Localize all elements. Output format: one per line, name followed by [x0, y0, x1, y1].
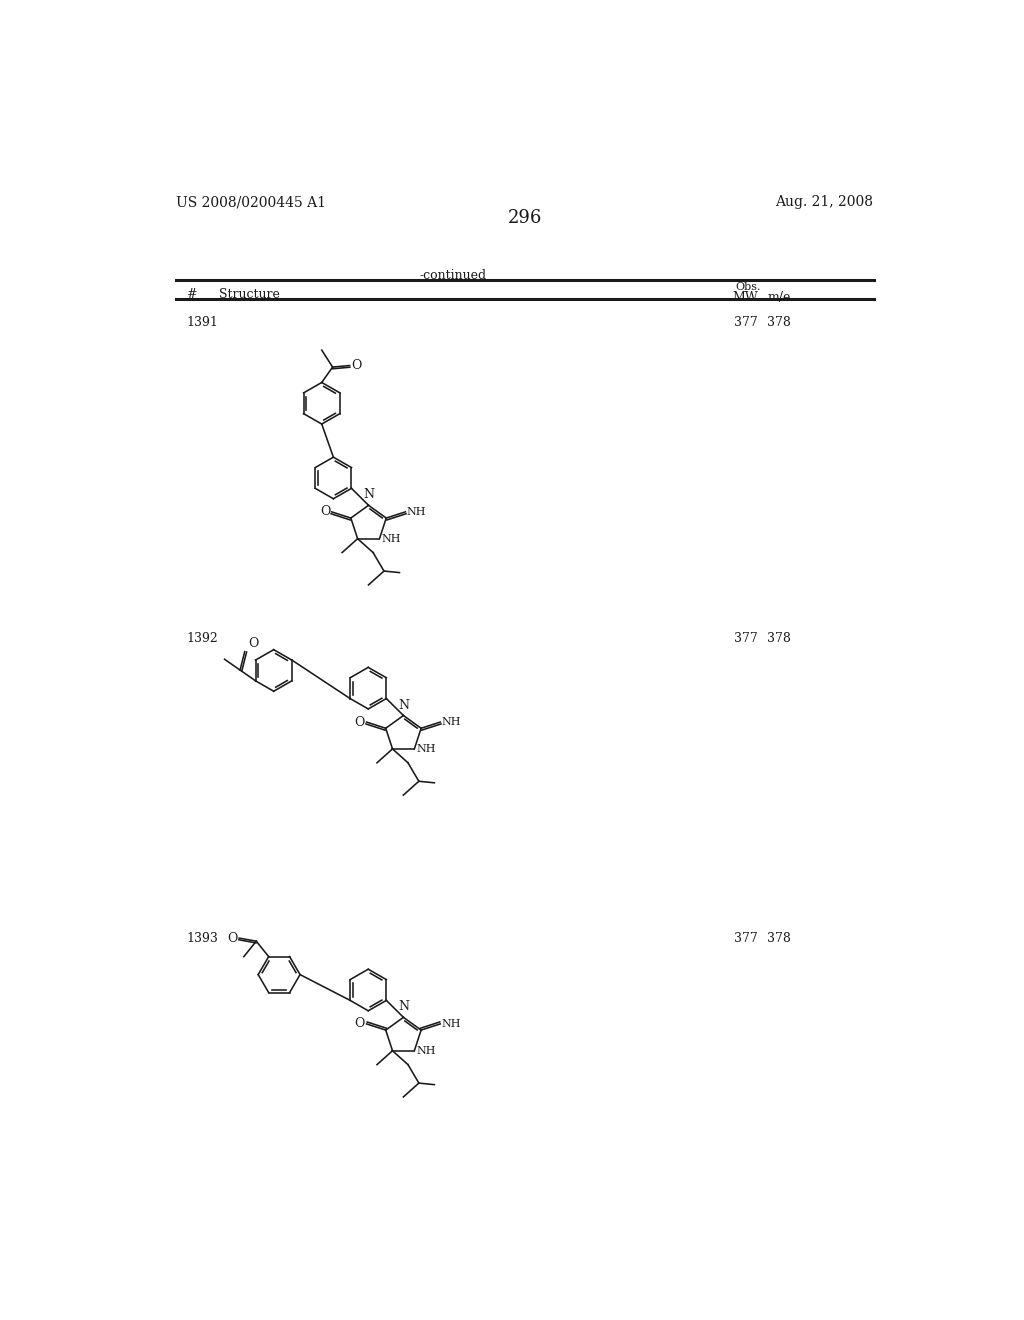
Text: m/e: m/e — [767, 290, 791, 304]
Text: NH: NH — [417, 744, 436, 754]
Text: Obs.: Obs. — [735, 282, 761, 292]
Text: O: O — [248, 638, 258, 649]
Text: 378: 378 — [767, 632, 791, 645]
Text: O: O — [227, 932, 238, 945]
Text: 296: 296 — [508, 209, 542, 227]
Text: N: N — [398, 1001, 409, 1014]
Text: N: N — [364, 488, 374, 502]
Text: Aug. 21, 2008: Aug. 21, 2008 — [775, 195, 873, 210]
Text: NH: NH — [417, 1045, 436, 1056]
Text: NH: NH — [441, 1019, 462, 1028]
Text: -continued: -continued — [420, 268, 487, 281]
Text: Structure: Structure — [219, 288, 281, 301]
Text: 378: 378 — [767, 932, 791, 945]
Text: NH: NH — [441, 717, 462, 727]
Text: O: O — [354, 715, 365, 729]
Text: 1392: 1392 — [186, 632, 218, 645]
Text: 377: 377 — [734, 317, 758, 329]
Text: 1393: 1393 — [186, 932, 218, 945]
Text: N: N — [398, 698, 409, 711]
Text: O: O — [319, 506, 330, 519]
Text: #: # — [186, 288, 197, 301]
Text: NH: NH — [407, 507, 426, 517]
Text: 377: 377 — [734, 932, 758, 945]
Text: US 2008/0200445 A1: US 2008/0200445 A1 — [176, 195, 326, 210]
Text: O: O — [354, 1018, 365, 1031]
Text: MW: MW — [733, 290, 759, 304]
Text: NH: NH — [382, 533, 401, 544]
Text: 377: 377 — [734, 632, 758, 645]
Text: 1391: 1391 — [186, 317, 218, 329]
Text: 378: 378 — [767, 317, 791, 329]
Text: O: O — [351, 359, 361, 372]
